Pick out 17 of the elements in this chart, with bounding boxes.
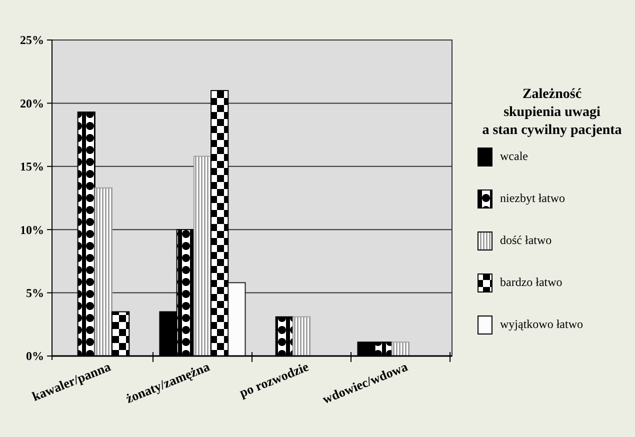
y-tick-label: 10% — [20, 222, 44, 237]
legend-label: bardzo łatwo — [500, 275, 562, 290]
bar — [391, 342, 410, 356]
legend-label: wcale — [500, 149, 528, 164]
y-tick-label: 15% — [20, 160, 44, 174]
y-tick-label: 20% — [20, 96, 44, 110]
y-tick-label: 25% — [20, 33, 44, 48]
y-tick-label: 0% — [26, 349, 44, 364]
text: Zależność skupienia uwagi a stan cywilny pacjenta — [482, 87, 622, 138]
bar — [94, 187, 113, 356]
bar — [228, 282, 246, 356]
legend-label: wyjątkowo łatwo — [500, 317, 583, 332]
y-tick-label: 5% — [26, 286, 44, 300]
bar — [193, 156, 212, 356]
legend-label: dość łatwo — [500, 233, 552, 248]
bar — [292, 316, 311, 356]
legend-label: niezbyt łatwo — [500, 191, 565, 206]
